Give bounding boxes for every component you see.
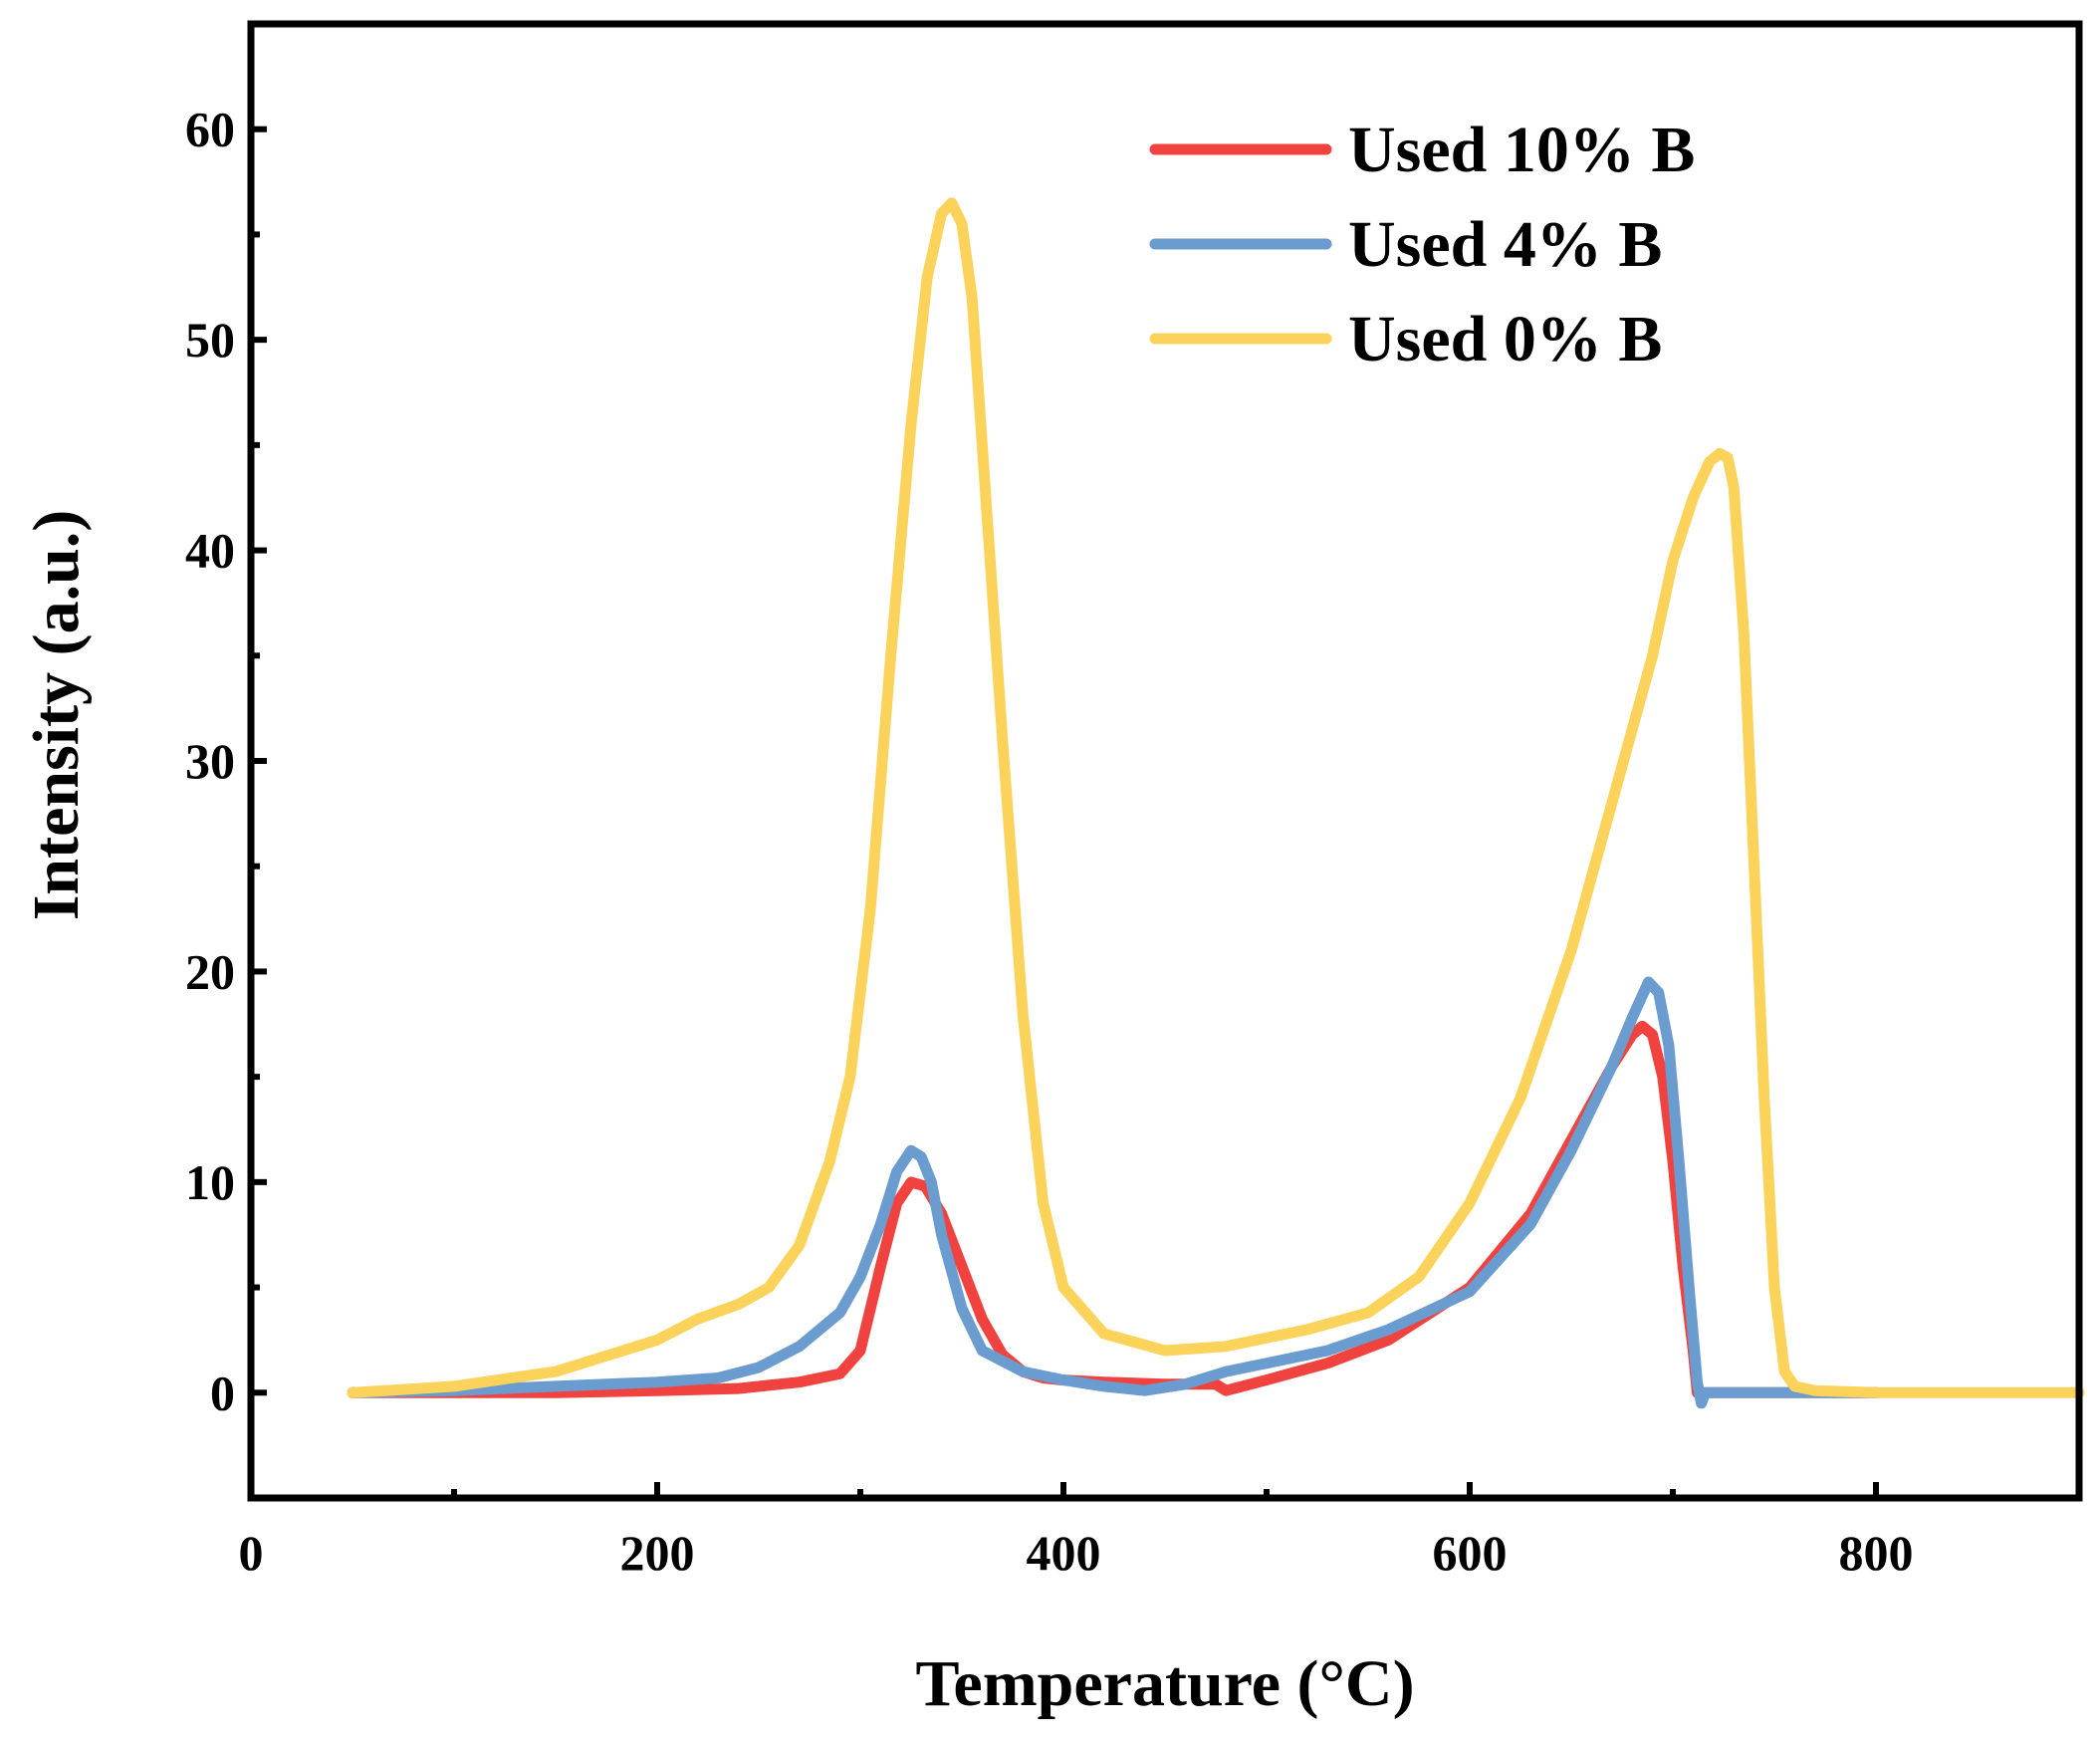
- x-tick-label: 0: [239, 1525, 264, 1581]
- y-tick-label: 10: [185, 1154, 235, 1210]
- series-line-used-0-b: [347, 197, 2085, 1398]
- y-tick-label: 50: [185, 312, 235, 368]
- ticks-layer: [248, 125, 1879, 1498]
- legend-label: Used 4% B: [1348, 208, 1662, 281]
- x-tick-label: 400: [1027, 1525, 1101, 1581]
- legend-label: Used 10% B: [1348, 114, 1695, 186]
- y-tick-label: 40: [185, 523, 235, 579]
- legend-label: Used 0% B: [1348, 303, 1662, 375]
- series-line-used-4-b: [347, 976, 1882, 1409]
- x-tick-label: 200: [620, 1525, 695, 1581]
- series-layer: [347, 197, 2085, 1409]
- y-tick-label: 0: [210, 1365, 235, 1420]
- legend: Used 10% B Used 4% B Used 0% B: [1149, 114, 1695, 375]
- y-tick-label: 30: [185, 733, 235, 789]
- y-axis-title: Intensity (a.u.): [20, 510, 93, 921]
- y-tick-label: 60: [185, 102, 235, 157]
- x-tick-label: 800: [1839, 1525, 1914, 1581]
- x-tick-label: 600: [1433, 1525, 1508, 1581]
- series-line-used-10-b: [347, 1020, 1882, 1398]
- y-tick-label: 20: [185, 943, 235, 999]
- tick-labels: 0 200 400 600 800 0 10 20 30 40 50 60: [185, 102, 1914, 1581]
- x-axis-title: Temperature (°C): [915, 1647, 1414, 1720]
